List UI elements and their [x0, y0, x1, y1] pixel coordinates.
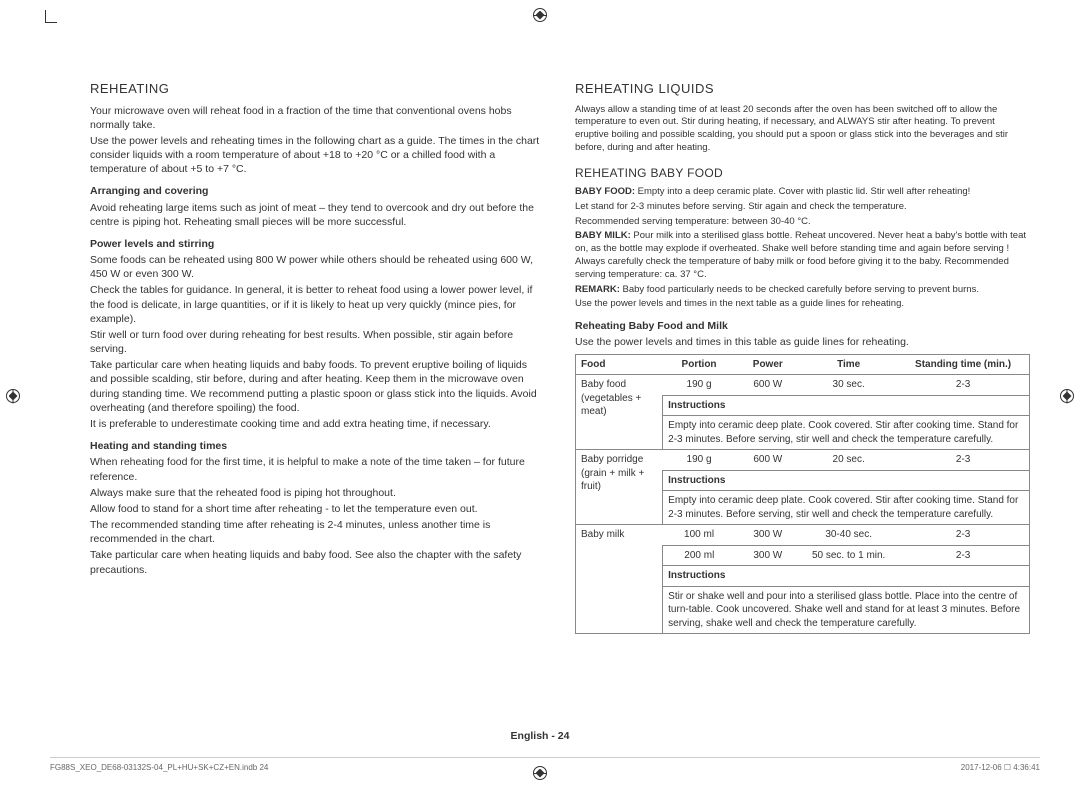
print-file-name: FG88S_XEO_DE68-03132S-04_PL+HU+SK+CZ+EN.…: [50, 763, 268, 772]
body-text: Let stand for 2-3 minutes before serving…: [575, 201, 1030, 214]
cell: 600 W: [735, 375, 800, 396]
body-text: Use the power levels and reheating times…: [90, 134, 545, 177]
body-text: BABY MILK: Pour milk into a sterilised g…: [575, 230, 1030, 281]
cell: 50 sec. to 1 min.: [800, 545, 897, 566]
cell: 30-40 sec.: [800, 525, 897, 546]
instructions-label: Instructions: [663, 566, 1030, 587]
body-text: Allow food to stand for a short time aft…: [90, 502, 545, 516]
col-food: Food: [576, 354, 663, 375]
body-text: BABY FOOD: Empty into a deep ceramic pla…: [575, 186, 1030, 199]
section-heading: Reheating Liquids: [575, 80, 1030, 98]
section-heading: Reheating Baby Food: [575, 165, 1030, 181]
body-text: REMARK: Baby food particularly needs to …: [575, 284, 1030, 297]
reheating-table: Food Portion Power Time Standing time (m…: [575, 354, 1030, 635]
body-text: Always make sure that the reheated food …: [90, 486, 545, 500]
cell: 20 sec.: [800, 450, 897, 471]
body-text: The recommended standing time after rehe…: [90, 518, 545, 546]
cell: 2-3: [897, 545, 1029, 566]
cell: 300 W: [735, 545, 800, 566]
cell: 100 ml: [663, 525, 736, 546]
body-text: Always allow a standing time of at least…: [575, 104, 1030, 155]
cell: 600 W: [735, 450, 800, 471]
page-footer: English - 24: [0, 730, 1080, 742]
registration-mark-icon: [6, 389, 20, 403]
body-text: Stir well or turn food over during rehea…: [90, 328, 545, 356]
cell: 190 g: [663, 450, 736, 471]
cell: 190 g: [663, 375, 736, 396]
body-text: When reheating food for the first time, …: [90, 455, 545, 483]
right-column: Reheating Liquids Always allow a standin…: [575, 80, 1030, 634]
body-text: Avoid reheating large items such as join…: [90, 201, 545, 229]
instructions-text: Empty into ceramic deep plate. Cook cove…: [663, 491, 1030, 525]
body-text: Take particular care when heating liquid…: [90, 548, 545, 576]
subheading: Heating and standing times: [90, 439, 545, 453]
registration-mark-icon: [533, 8, 547, 22]
cell-food: Baby porridge (grain + milk + fruit): [576, 450, 663, 525]
body-text: Use the power levels and times in this t…: [575, 335, 1030, 349]
table-row: Baby porridge (grain + milk + fruit) 190…: [576, 450, 1030, 471]
subheading: Arranging and covering: [90, 184, 545, 198]
body-text: Recommended serving temperature: between…: [575, 216, 1030, 229]
instructions-label: Instructions: [663, 470, 1030, 491]
page-columns: Reheating Your microwave oven will rehea…: [90, 80, 1030, 634]
subheading: Power levels and stirring: [90, 237, 545, 251]
instructions-label: Instructions: [663, 395, 1030, 416]
section-heading: Reheating: [90, 80, 545, 98]
crop-mark-icon: [45, 10, 65, 30]
cell-food: Baby milk: [576, 525, 663, 634]
registration-mark-icon: [1060, 389, 1074, 403]
body-text: Check the tables for guidance. In genera…: [90, 283, 545, 326]
body-text: Some foods can be reheated using 800 W p…: [90, 253, 545, 281]
body-text: Use the power levels and times in the ne…: [575, 298, 1030, 311]
instructions-text: Empty into ceramic deep plate. Cook cove…: [663, 416, 1030, 450]
left-column: Reheating Your microwave oven will rehea…: [90, 80, 545, 634]
cell: 30 sec.: [800, 375, 897, 396]
col-portion: Portion: [663, 354, 736, 375]
cell-food: Baby food (vegetables + meat): [576, 375, 663, 450]
body-text: Take particular care when heating liquid…: [90, 358, 545, 415]
col-standing: Standing time (min.): [897, 354, 1029, 375]
print-footer: FG88S_XEO_DE68-03132S-04_PL+HU+SK+CZ+EN.…: [50, 763, 1040, 772]
cell: 200 ml: [663, 545, 736, 566]
body-text: It is preferable to underestimate cookin…: [90, 417, 545, 431]
table-header-row: Food Portion Power Time Standing time (m…: [576, 354, 1030, 375]
instructions-text: Stir or shake well and pour into a steri…: [663, 586, 1030, 634]
table-row: Baby milk 100 ml 300 W 30-40 sec. 2-3: [576, 525, 1030, 546]
col-power: Power: [735, 354, 800, 375]
subheading: Reheating Baby Food and Milk: [575, 319, 1030, 333]
table-row: Baby food (vegetables + meat) 190 g 600 …: [576, 375, 1030, 396]
print-timestamp: 2017-12-06 ☐ 4:36:41: [961, 763, 1040, 772]
col-time: Time: [800, 354, 897, 375]
body-text: Your microwave oven will reheat food in …: [90, 104, 545, 132]
cell: 2-3: [897, 375, 1029, 396]
cell: 300 W: [735, 525, 800, 546]
cell: 2-3: [897, 525, 1029, 546]
cell: 2-3: [897, 450, 1029, 471]
